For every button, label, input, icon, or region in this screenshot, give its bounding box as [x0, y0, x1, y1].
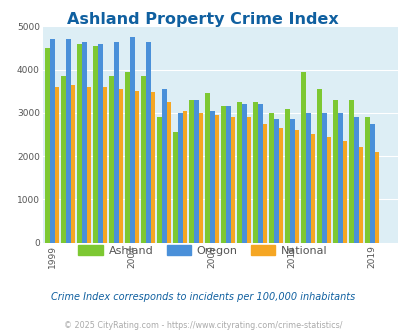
- Bar: [113, 42, 118, 243]
- Legend: Ashland, Oregon, National: Ashland, Oregon, National: [74, 241, 331, 260]
- Bar: [273, 119, 278, 243]
- Bar: [284, 109, 289, 243]
- Bar: [332, 100, 337, 243]
- Bar: [257, 104, 262, 243]
- Bar: [269, 113, 273, 243]
- Bar: [294, 130, 299, 243]
- Bar: [374, 152, 379, 243]
- Bar: [182, 111, 187, 243]
- Bar: [189, 100, 193, 243]
- Bar: [61, 76, 66, 243]
- Bar: [118, 89, 123, 243]
- Bar: [130, 37, 134, 243]
- Bar: [77, 44, 82, 243]
- Bar: [246, 117, 251, 243]
- Bar: [205, 93, 209, 243]
- Bar: [86, 87, 91, 243]
- Bar: [316, 89, 321, 243]
- Bar: [55, 87, 59, 243]
- Bar: [141, 76, 145, 243]
- Bar: [98, 44, 102, 243]
- Bar: [369, 124, 374, 243]
- Bar: [82, 42, 86, 243]
- Bar: [209, 111, 214, 243]
- Bar: [305, 113, 310, 243]
- Bar: [321, 113, 326, 243]
- Bar: [353, 117, 358, 243]
- Bar: [252, 102, 257, 243]
- Bar: [278, 128, 283, 243]
- Bar: [364, 117, 369, 243]
- Bar: [326, 137, 330, 243]
- Bar: [241, 104, 246, 243]
- Bar: [198, 113, 203, 243]
- Bar: [162, 89, 166, 243]
- Bar: [45, 48, 50, 243]
- Bar: [348, 100, 353, 243]
- Bar: [289, 119, 294, 243]
- Bar: [173, 132, 177, 243]
- Bar: [70, 85, 75, 243]
- Bar: [157, 117, 162, 243]
- Bar: [337, 113, 342, 243]
- Bar: [262, 124, 267, 243]
- Text: Ashland Property Crime Index: Ashland Property Crime Index: [67, 12, 338, 26]
- Bar: [193, 100, 198, 243]
- Bar: [214, 115, 219, 243]
- Text: Crime Index corresponds to incidents per 100,000 inhabitants: Crime Index corresponds to incidents per…: [51, 292, 354, 302]
- Bar: [358, 148, 362, 243]
- Bar: [93, 46, 98, 243]
- Text: © 2025 CityRating.com - https://www.cityrating.com/crime-statistics/: © 2025 CityRating.com - https://www.city…: [64, 321, 341, 330]
- Bar: [301, 72, 305, 243]
- Bar: [66, 39, 70, 243]
- Bar: [145, 42, 150, 243]
- Bar: [102, 87, 107, 243]
- Bar: [342, 141, 347, 243]
- Bar: [150, 92, 155, 243]
- Bar: [225, 106, 230, 243]
- Bar: [310, 134, 315, 243]
- Bar: [177, 113, 182, 243]
- Bar: [109, 76, 113, 243]
- Bar: [230, 117, 235, 243]
- Bar: [166, 102, 171, 243]
- Bar: [50, 39, 55, 243]
- Bar: [125, 72, 130, 243]
- Bar: [220, 106, 225, 243]
- Bar: [237, 102, 241, 243]
- Bar: [134, 91, 139, 243]
